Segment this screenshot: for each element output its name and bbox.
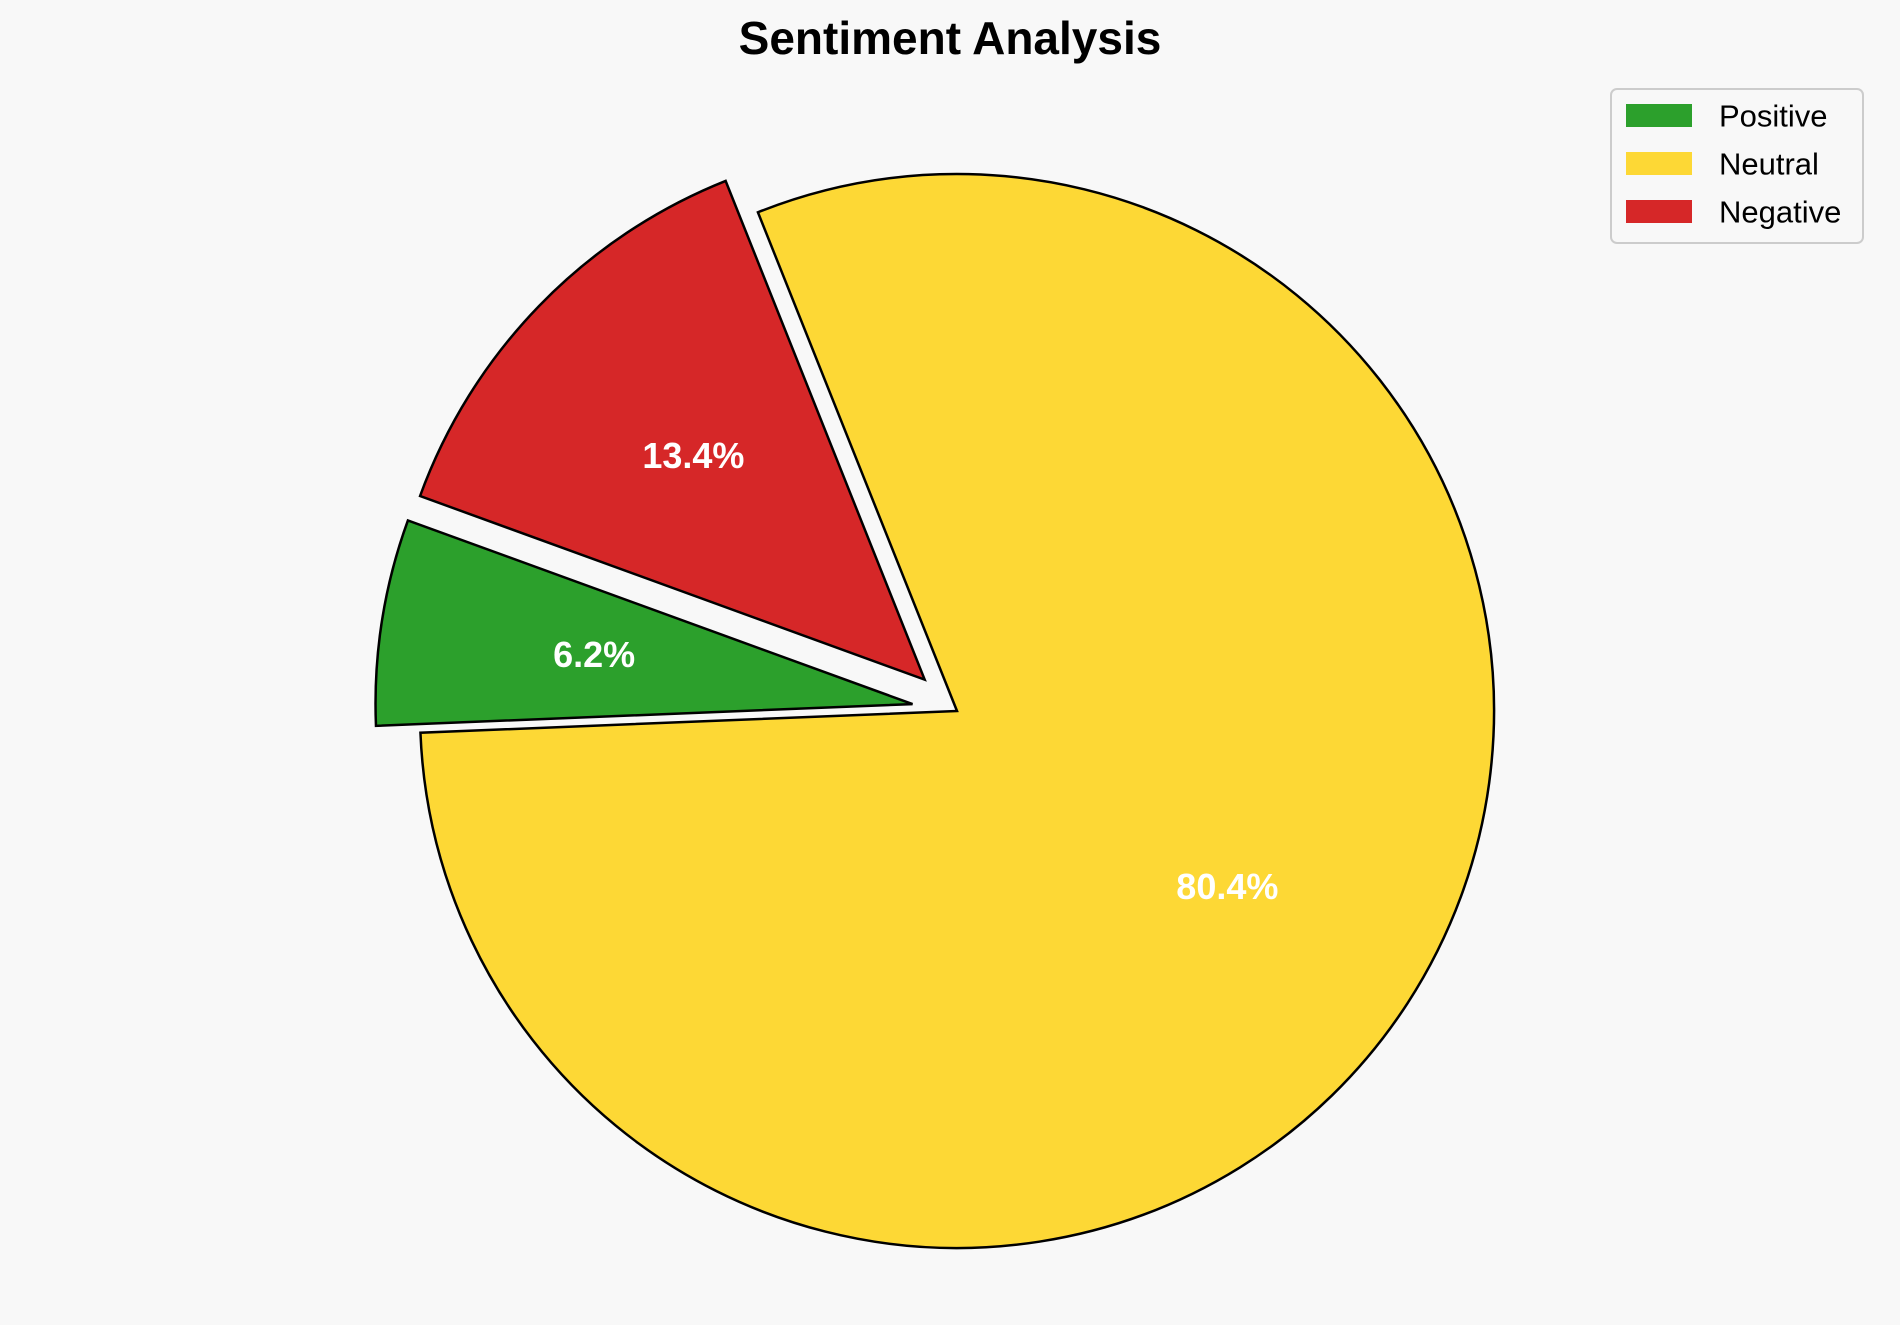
pie-slices (374, 172, 1496, 1250)
legend-label-neutral: Neutral (1719, 147, 1819, 182)
pie-slice-neutral (419, 172, 1496, 1250)
legend-entries: Positive Neutral Negative (1626, 99, 1841, 230)
slice-label-negative: 13.4% (642, 435, 744, 476)
slice-label-positive: 6.2% (553, 634, 635, 675)
legend-swatch-neutral (1626, 152, 1692, 175)
legend-swatch-positive (1626, 104, 1692, 127)
chart-title: Sentiment Analysis (739, 12, 1162, 64)
pie-slice-labels: 6.2% 80.4% 13.4% (553, 435, 1278, 907)
pie-slice-positive (374, 518, 913, 728)
legend: Positive Neutral Negative (1610, 88, 1864, 244)
legend-label-positive: Positive (1719, 99, 1828, 134)
legend-swatch-negative (1626, 200, 1692, 223)
slice-label-neutral: 80.4% (1176, 866, 1278, 907)
pie-slice-negative (418, 179, 927, 682)
legend-label-negative: Negative (1719, 195, 1841, 230)
